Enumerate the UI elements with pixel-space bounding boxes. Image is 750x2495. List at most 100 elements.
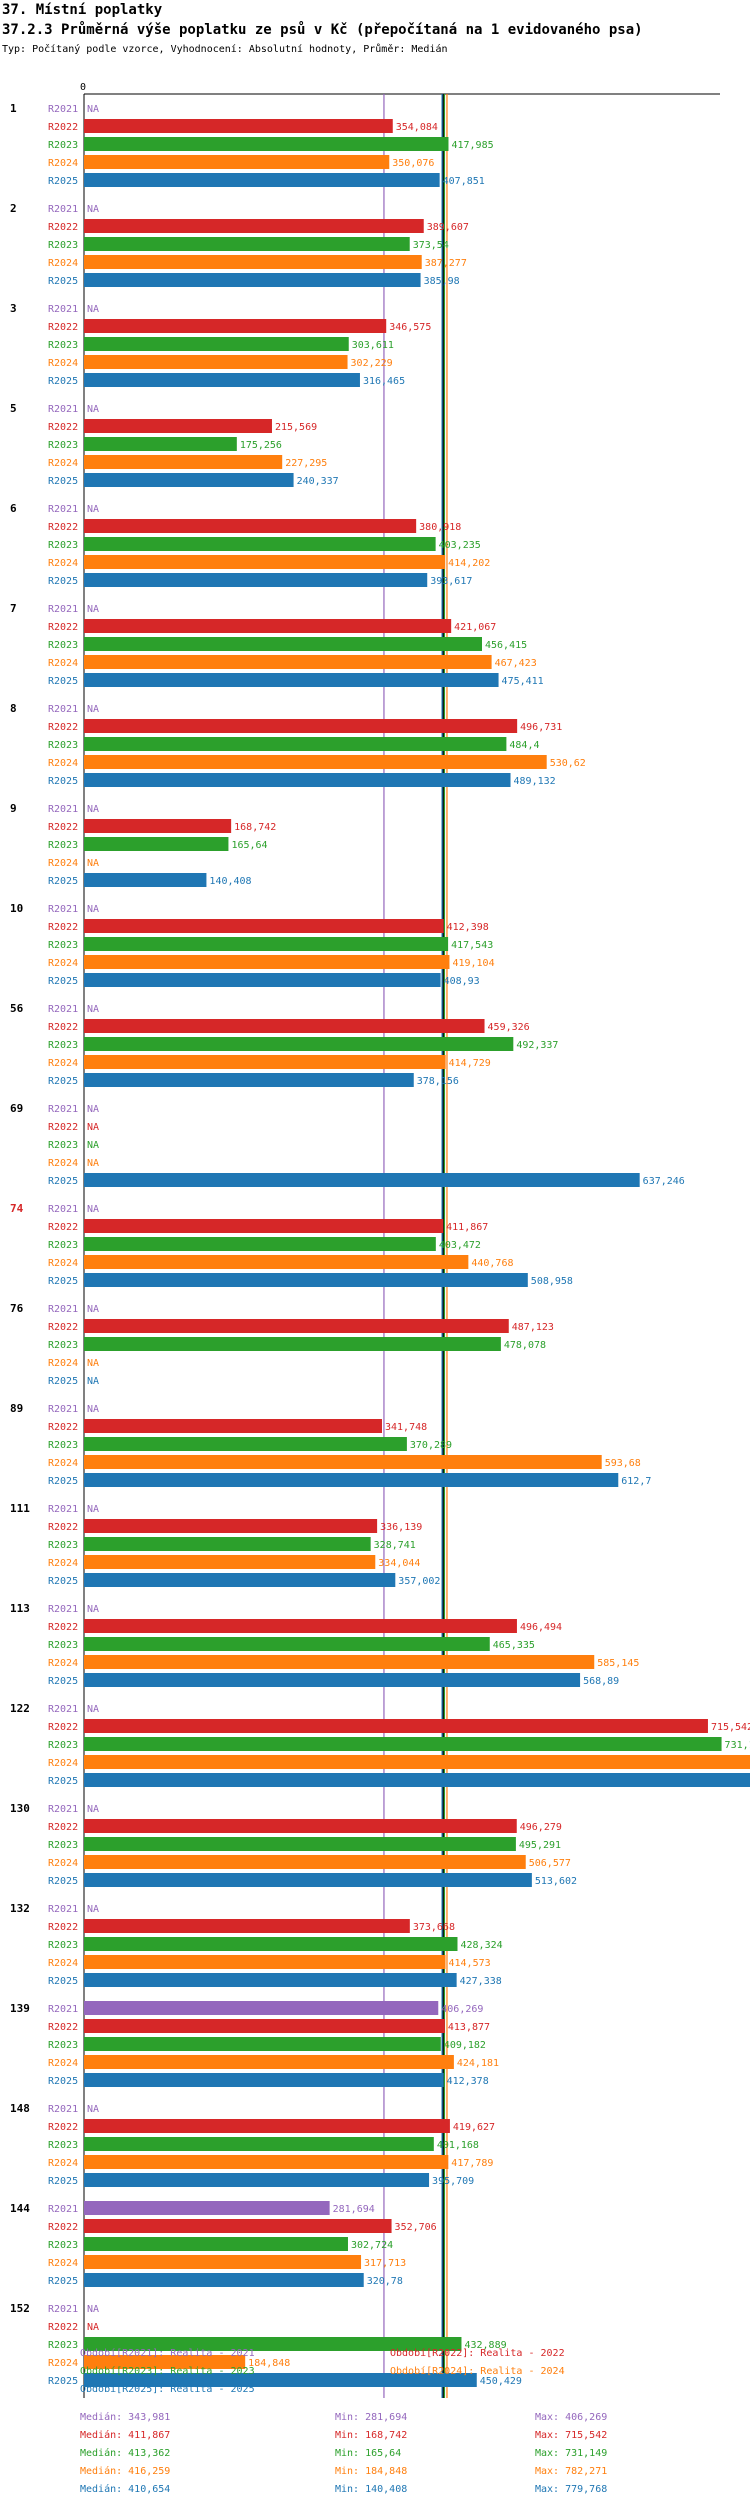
stat-min: Min: 165,64 <box>335 2448 402 2459</box>
series-label: R2024 <box>48 758 78 769</box>
category-label: 148 <box>10 2102 30 2115</box>
data-label: 385,98 <box>424 276 460 287</box>
data-label: 341,748 <box>385 1422 427 1433</box>
category-label: 8 <box>10 702 17 715</box>
na-label: NA <box>87 404 99 415</box>
series-label: R2023 <box>48 1440 78 1451</box>
bar <box>84 173 440 187</box>
series-label: R2021 <box>48 1504 78 1515</box>
bar <box>84 1755 750 1769</box>
series-label: R2022 <box>48 622 78 633</box>
category-label: 111 <box>10 1502 30 1515</box>
data-label: 612,7 <box>621 1476 651 1487</box>
series-label: R2022 <box>48 422 78 433</box>
data-label: 370,289 <box>410 1440 452 1451</box>
data-label: 302,229 <box>351 358 393 369</box>
category-label: 76 <box>10 1302 24 1315</box>
stat-min: Min: 281,694 <box>335 2412 408 2423</box>
bar <box>84 1955 446 1969</box>
series-label: R2024 <box>48 558 78 569</box>
bar <box>84 1537 371 1551</box>
series-label: R2024 <box>48 1458 78 1469</box>
bar <box>84 1619 517 1633</box>
series-label: R2025 <box>48 2176 78 2187</box>
na-label: NA <box>87 1358 99 1369</box>
series-label: R2025 <box>48 176 78 187</box>
series-label: R2023 <box>48 140 78 151</box>
bar <box>84 337 349 351</box>
series-label: R2022 <box>48 122 78 133</box>
legend-item: Období[R2024]: Realita - 2024 <box>390 2366 565 2377</box>
series-label: R2021 <box>48 2204 78 2215</box>
series-label: R2024 <box>48 958 78 969</box>
series-label: R2023 <box>48 340 78 351</box>
bar <box>84 1773 750 1787</box>
series-label: R2024 <box>48 1258 78 1269</box>
data-label: 227,295 <box>285 458 327 469</box>
category-label: 130 <box>10 1802 30 1815</box>
na-label: NA <box>87 1004 99 1015</box>
data-label: 406,269 <box>441 2004 483 2015</box>
series-label: R2022 <box>48 1322 78 1333</box>
data-label: 387,277 <box>425 258 467 269</box>
bar <box>84 2073 444 2087</box>
na-label: NA <box>87 804 99 815</box>
na-label: NA <box>87 704 99 715</box>
series-label: R2021 <box>48 904 78 915</box>
stat-max: Max: 779,768 <box>535 2484 608 2495</box>
series-label: R2021 <box>48 204 78 215</box>
stat-median: Medián: 416,259 <box>80 2466 171 2477</box>
bar <box>84 1873 532 1887</box>
bar <box>84 773 511 787</box>
series-label: R2023 <box>48 2340 78 2351</box>
category-label: 10 <box>10 902 23 915</box>
series-label: R2021 <box>48 1204 78 1215</box>
data-label: 165,64 <box>231 840 267 851</box>
bar <box>84 1555 376 1569</box>
bar <box>84 1273 528 1287</box>
bar <box>84 419 272 433</box>
series-label: R2024 <box>48 858 78 869</box>
series-label: R2024 <box>48 658 78 669</box>
series-label: R2021 <box>48 1604 78 1615</box>
series-label: R2023 <box>48 2140 78 2151</box>
na-label: NA <box>87 2104 99 2115</box>
na-label: NA <box>87 1504 99 1515</box>
category-label: 74 <box>10 1202 24 1215</box>
data-label: 419,627 <box>453 2122 495 2133</box>
bar <box>84 637 482 651</box>
series-label: R2021 <box>48 1904 78 1915</box>
data-label: 495,291 <box>519 1840 561 1851</box>
series-label: R2022 <box>48 822 78 833</box>
legend-item: Období[R2021]: Realita - 2021 <box>80 2348 255 2359</box>
data-label: 456,415 <box>485 640 527 651</box>
data-label: 450,429 <box>480 2376 522 2387</box>
bar <box>84 1419 383 1433</box>
stat-max: Max: 406,269 <box>535 2412 608 2423</box>
series-label: R2021 <box>48 1004 78 1015</box>
data-label: 478,078 <box>504 1340 546 1351</box>
bar <box>84 919 444 933</box>
series-label: R2024 <box>48 1958 78 1969</box>
bar <box>84 2255 362 2269</box>
bar <box>84 2273 364 2287</box>
category-label: 1 <box>10 102 17 115</box>
series-label: R2023 <box>48 1340 78 1351</box>
data-label: 568,89 <box>583 1676 619 1687</box>
data-label: 459,326 <box>488 1022 530 1033</box>
bar <box>84 1719 708 1733</box>
data-label: 411,867 <box>446 1222 488 1233</box>
series-label: R2022 <box>48 1122 78 1133</box>
bar <box>84 2173 430 2187</box>
series-label: R2022 <box>48 2022 78 2033</box>
bar <box>84 1855 526 1869</box>
na-label: NA <box>87 1140 99 1151</box>
legend-item: Období[R2025]: Realita - 2025 <box>80 2384 255 2395</box>
series-label: R2023 <box>48 840 78 851</box>
bar <box>84 1655 595 1669</box>
series-label: R2025 <box>48 1976 78 1987</box>
series-label: R2024 <box>48 2258 78 2269</box>
series-label: R2025 <box>48 1376 78 1387</box>
series-label: R2022 <box>48 1622 78 1633</box>
category-label: 9 <box>10 802 17 815</box>
